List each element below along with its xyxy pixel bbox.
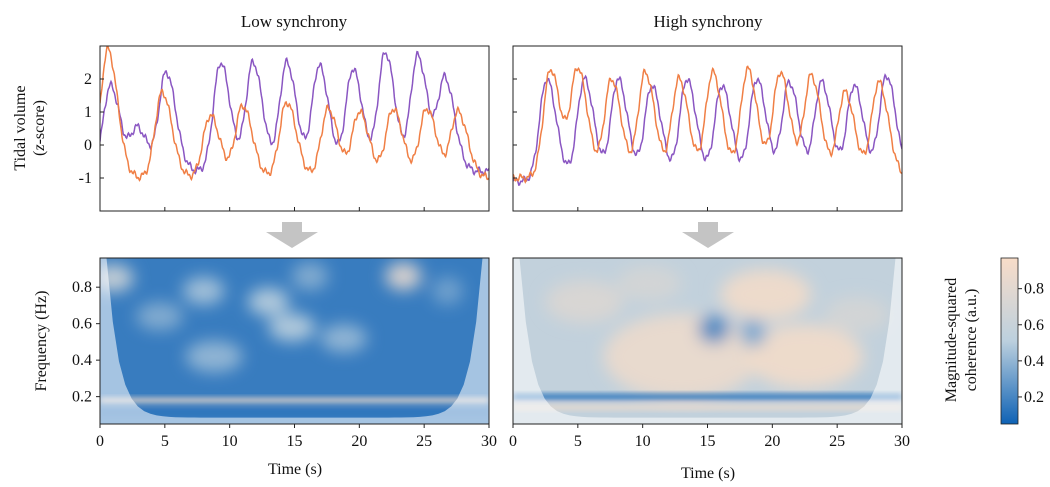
y-tick-label: 0.2 <box>72 389 92 406</box>
colorbar-label-line2: coherence (a.u.) <box>963 289 980 392</box>
x-tick-label: 10 <box>635 433 651 450</box>
coherence-blob <box>100 264 134 293</box>
y-tick-label: -1 <box>79 170 92 187</box>
coherence-blob <box>746 324 864 389</box>
colorbar-tick-label: 0.8 <box>1024 281 1044 298</box>
coherence-blob <box>182 276 225 305</box>
top-ylabel-line1: Tidal volume <box>12 85 29 170</box>
panel-title-high: High synchrony <box>653 12 763 31</box>
cone-of-influence <box>100 258 489 424</box>
coherence-blob <box>603 313 760 400</box>
line-plot-high <box>513 65 902 187</box>
plot-frame <box>512 45 903 212</box>
coherence-blob <box>268 313 316 342</box>
coherence-blob <box>824 296 890 333</box>
coherence-band <box>513 393 902 400</box>
colorbar-label-line1: Magnitude-squared <box>943 278 960 402</box>
coherence-blob <box>698 315 730 344</box>
x-tick-label: 25 <box>829 433 845 450</box>
x-tick-label: 25 <box>416 433 432 450</box>
y-tick-label: 0.8 <box>72 279 92 296</box>
y-tick-label: 0.4 <box>72 352 92 369</box>
coherence-blob <box>185 340 243 373</box>
panel-title-low: Low synchrony <box>241 12 348 31</box>
series-line-orange <box>513 65 902 184</box>
x-tick-label: 20 <box>764 433 780 450</box>
coherence-blob <box>291 262 329 291</box>
colorbar-tick-label: 0.4 <box>1024 353 1044 370</box>
coherence-blob <box>431 276 464 305</box>
coherence-blob <box>739 318 766 347</box>
coherence-band <box>100 410 489 416</box>
coherence-blob <box>385 262 422 291</box>
xlabel-high: Time (s) <box>681 465 735 482</box>
colorbar-tick-label: 0.2 <box>1024 389 1044 406</box>
series-line-purple <box>100 50 489 177</box>
coherence-band <box>513 405 902 410</box>
x-tick-label: 30 <box>481 433 497 450</box>
y-tick-label: 0 <box>84 137 92 154</box>
colorbar: 0.2 0.4 0.6 0.8 <box>1000 257 1044 425</box>
series-line-purple <box>513 73 902 187</box>
y-tick-label: 0.6 <box>72 316 92 333</box>
colorbar-gradient <box>1000 257 1019 425</box>
series-line-orange <box>100 46 489 182</box>
coherence-blob <box>720 269 812 320</box>
cone-of-influence <box>513 258 902 424</box>
bottom-ylabel: Frequency (Hz) <box>33 291 50 392</box>
coherence-blob <box>616 265 682 302</box>
y-tick-label: 1 <box>84 104 92 121</box>
x-tick-label: 15 <box>287 433 303 450</box>
coherence-blob <box>247 287 290 316</box>
x-tick-label: 20 <box>351 433 367 450</box>
colorbar-tick-label: 0.6 <box>1024 317 1044 334</box>
coherence-heatmap-high <box>513 258 902 424</box>
x-tick-label: 0 <box>96 433 104 450</box>
x-tick-label: 0 <box>509 433 517 450</box>
coherence-blob <box>320 324 368 353</box>
top-ylabel-line2: (z-score) <box>31 100 48 156</box>
x-tick-label: 5 <box>574 433 582 450</box>
coherence-heatmap-low <box>100 258 489 424</box>
line-plot-low <box>100 46 489 182</box>
coherence-band <box>100 398 489 403</box>
coherence-blob <box>545 280 624 324</box>
x-tick-label: 15 <box>700 433 716 450</box>
coherence-blob <box>136 302 183 331</box>
x-tick-label: 10 <box>222 433 238 450</box>
arrow-down-icon <box>266 222 318 248</box>
x-tick-label: 5 <box>161 433 169 450</box>
xlabel-low: Time (s) <box>268 461 322 478</box>
x-tick-label: 30 <box>894 433 910 450</box>
y-tick-label: 2 <box>84 71 92 88</box>
arrow-down-icon <box>682 222 734 248</box>
